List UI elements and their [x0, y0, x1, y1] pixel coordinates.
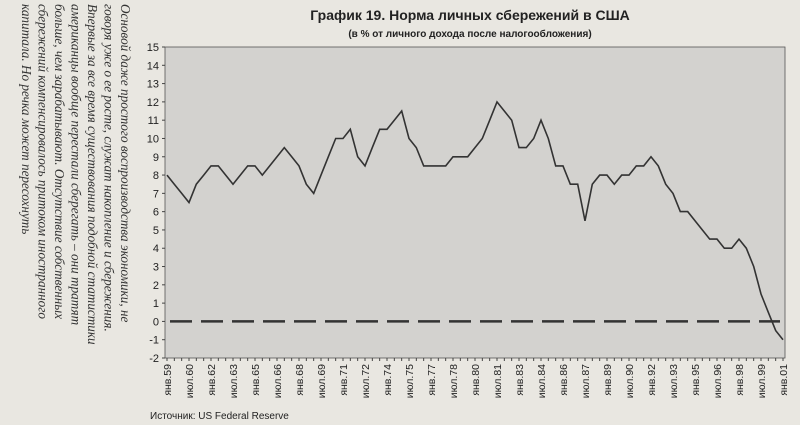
- y-tick-label: 3: [153, 262, 159, 274]
- x-tick-label: янв.74: [382, 364, 394, 396]
- x-tick-label: янв.71: [338, 364, 350, 396]
- y-tick-label: 5: [153, 225, 159, 237]
- x-tick-label: июл.60: [184, 364, 196, 398]
- book-line: говоря уже о ее росте, служат накопление…: [101, 4, 117, 332]
- x-tick-label: июл.93: [668, 364, 680, 398]
- x-tick-label: июл.66: [272, 364, 284, 398]
- x-tick-label: июл.69: [316, 364, 328, 398]
- plot-area: [164, 46, 786, 359]
- book-line: сбережений компенсировалось притоком ино…: [35, 4, 51, 320]
- series-line: [166, 100, 784, 341]
- x-tick-label: июл.72: [360, 364, 372, 398]
- x-tick-label: июл.63: [228, 364, 240, 398]
- book-text: Основой даже простого воспроизводства эк…: [8, 4, 133, 419]
- x-tick-label: июл.84: [536, 364, 548, 398]
- x-tick-label: янв.80: [470, 364, 482, 396]
- y-tick-label: -2: [149, 353, 159, 365]
- y-tick-label: -1: [149, 335, 159, 347]
- book-line: больше, чем зарабатывают. Отсутствие соб…: [52, 4, 67, 320]
- x-tick-label: янв.68: [294, 364, 306, 396]
- chart-title: График 19. Норма личных сбережений в США: [310, 7, 630, 23]
- x-tick-label: янв.98: [734, 364, 746, 396]
- y-tick-label: 10: [147, 133, 159, 145]
- chart-subtitle: (в % от личного дохода после налогооблож…: [348, 28, 591, 40]
- x-tick-label: июл.87: [580, 364, 592, 398]
- y-tick-label: 2: [153, 280, 159, 292]
- y-tick-label: 1: [153, 298, 159, 310]
- x-tick-label: янв.65: [250, 364, 262, 396]
- y-tick-label: 0: [153, 316, 159, 328]
- y-tick-label: 6: [153, 207, 159, 219]
- x-tick-label: июл.81: [492, 364, 504, 398]
- x-tick-label: июл.96: [712, 364, 724, 398]
- book-line: американцы вообще перестали сберегать – …: [68, 4, 84, 326]
- x-tick-label: июл.90: [624, 364, 636, 398]
- x-tick-label: июл.75: [404, 364, 416, 398]
- y-tick-label: 7: [153, 188, 159, 200]
- y-tick-label: 15: [147, 42, 159, 54]
- x-tick-label: июл.99: [756, 364, 768, 398]
- y-tick-label: 14: [147, 60, 159, 72]
- x-tick-label: янв.77: [426, 364, 438, 396]
- y-tick-label: 9: [153, 152, 159, 164]
- book-line: капитала. Но речка может пересохнуть: [19, 4, 34, 235]
- x-tick-label: янв.83: [514, 364, 526, 396]
- y-tick-label: 4: [153, 243, 159, 255]
- x-tick-label: янв.89: [602, 364, 614, 396]
- x-tick-label: янв.95: [690, 364, 702, 396]
- x-tick-label: июл.78: [448, 364, 460, 398]
- source: Источник: US Federal Reserve: [150, 411, 289, 422]
- y-tick-label: 13: [147, 79, 159, 91]
- y-tick-label: 8: [153, 170, 159, 182]
- x-tick-label: янв.59: [162, 364, 174, 396]
- y-tick-label: 12: [147, 97, 159, 109]
- y-tick-label: 11: [148, 115, 159, 127]
- book-line: Впервые за все время существования подоб…: [85, 4, 100, 345]
- x-tick-label: янв.86: [558, 364, 570, 396]
- x-tick-label: янв.01: [778, 364, 790, 396]
- x-tick-label: янв.62: [206, 364, 218, 396]
- x-tick-label: янв.92: [646, 364, 658, 396]
- book-line: Основой даже простого воспроизводства эк…: [118, 4, 133, 323]
